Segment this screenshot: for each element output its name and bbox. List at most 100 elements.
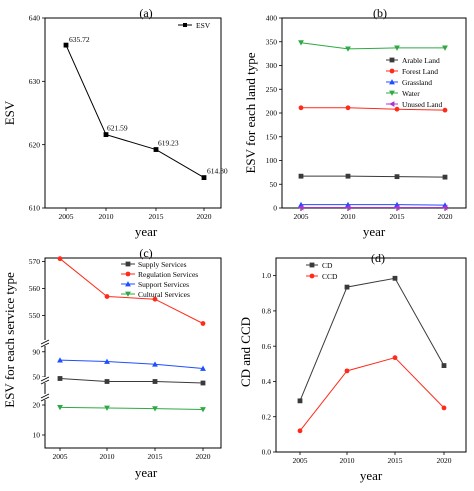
- panel-a-y-tick-0: 610: [29, 204, 41, 213]
- panel-c-legend: Supply Services Regulation Services Supp…: [138, 260, 198, 299]
- panel-c-y-tick-3: 90: [33, 347, 41, 356]
- panel-a-y-tick-3: 640: [29, 14, 41, 23]
- panel-b-y-tick-4: 200: [266, 109, 278, 118]
- panel-d-x-tick-2: 2015: [388, 456, 403, 465]
- panel-c-y-tick-1: 20: [33, 401, 41, 410]
- panel-b-legend-unused: Unused Land: [402, 100, 442, 109]
- panel-d-y-tick-1: 0.2: [262, 412, 272, 421]
- panel-a-series: [64, 43, 207, 180]
- panel-c-x-tick-2: 2015: [148, 452, 163, 461]
- panel-b-y-label: ESV for each land type: [243, 52, 258, 173]
- panel-a-x-label: year: [135, 224, 158, 239]
- panel-a-series-0-point-2: [154, 147, 159, 152]
- panel-a-y-ticks: 610 620 630 640: [29, 14, 45, 213]
- panel-c-y-label: ESV for each service type: [2, 272, 17, 408]
- panel-c-legend-support: Support Services: [138, 280, 189, 289]
- panel-b-series: [298, 40, 448, 210]
- panel-b-x-tick-2: 2015: [390, 212, 405, 221]
- panel-c-x-tick-0: 2005: [53, 452, 68, 461]
- panel-a-series-0-line: [66, 45, 204, 177]
- panel-d-y-tick-3: 0.6: [262, 342, 272, 351]
- panel-b-series-0-point-0: [299, 174, 304, 179]
- panel-d-series-1-point-0: [298, 428, 303, 433]
- panel-c-y-tick-0: 10: [33, 431, 41, 440]
- panel-d-legend: CD CCD: [322, 261, 338, 281]
- panel-d-y-tick-5: 1.0: [262, 271, 272, 280]
- panel-c-legend-marker-0: [126, 262, 131, 267]
- panel-c-y-tick-6: 570: [29, 257, 41, 266]
- panel-d-legend-markers: [306, 263, 318, 279]
- panel-d-series-0-line: [300, 278, 444, 401]
- panel-d-legend-marker-1: [310, 274, 315, 279]
- panel-d-series-0-point-1: [345, 285, 350, 290]
- panel-b-legend-marker-0: [390, 58, 395, 63]
- panel-b-y-tick-7: 350: [266, 37, 278, 46]
- panel-c-series-0-point-3: [201, 381, 206, 386]
- panel-a-legend-esv: ESV: [196, 21, 211, 30]
- panel-c-x-label: year: [135, 465, 158, 480]
- panel-b-series-0-point-3: [443, 175, 448, 180]
- panel-c-legend-marker-1: [126, 272, 131, 277]
- panel-b-x-tick-3: 2020: [438, 212, 453, 221]
- panel-a-data-label-3: 614.80: [207, 167, 228, 176]
- panel-d-series-1-point-1: [345, 368, 350, 373]
- panel-a-x-tick-2: 2015: [149, 212, 164, 221]
- panel-b-y-tick-3: 150: [266, 132, 278, 141]
- panel-b-y-tick-1: 50: [270, 180, 278, 189]
- panel-c-legend-cultural: Cultural Services: [138, 290, 190, 299]
- panel-a-legend-marker: [183, 23, 187, 27]
- panel-b-series-1-point-1: [346, 105, 351, 110]
- panel-b-legend-arable: Arable Land: [402, 56, 440, 65]
- panel-d-y-tick-4: 0.8: [262, 307, 272, 316]
- panel-b-x-label: year: [363, 224, 386, 239]
- panel-d-series-0-point-0: [298, 398, 303, 403]
- panel-c-x-tick-3: 2020: [196, 452, 211, 461]
- panel-d-x-tick-0: 2005: [293, 456, 308, 465]
- panel-b-series-1-point-0: [299, 105, 304, 110]
- panel-c-legend-markers: [121, 262, 135, 297]
- panel-b-x-tick-0: 2005: [294, 212, 309, 221]
- panel-d-series-0-point-2: [393, 276, 398, 281]
- panel-d-series-0-point-3: [442, 363, 447, 368]
- panel-b-y-tick-2: 100: [266, 156, 278, 165]
- panel-c-legend-supply: Supply Services: [138, 260, 187, 269]
- panel-d-x-label: year: [360, 468, 383, 483]
- panel-b-frame: [282, 18, 466, 208]
- panel-a-series-0-point-0: [64, 43, 69, 48]
- panel-c-series-0-point-0: [58, 376, 63, 381]
- panel-b-y-tick-6: 300: [266, 61, 278, 70]
- panel-a-y-tick-2: 630: [29, 77, 41, 86]
- panel-a-y-tick-1: 620: [29, 140, 41, 149]
- panel-b-series-1-point-2: [395, 107, 400, 112]
- panel-d-series-1-point-2: [393, 355, 398, 360]
- panel-b-y-tick-8: 400: [266, 14, 278, 23]
- panel-a-frame: [45, 18, 221, 208]
- panel-b-legend-grassland: Grassland: [402, 78, 432, 87]
- panel-d-y-ticks: 0.00.20.40.60.81.0: [262, 271, 276, 456]
- panel-a-series-0-point-1: [104, 132, 109, 137]
- panel-c-y-tick-2: 50: [33, 373, 41, 382]
- panel-b-legend-water: Water: [402, 89, 420, 98]
- panel-c-y-tick-5: 560: [29, 284, 41, 293]
- panel-d-y-label: CD and CCD: [238, 317, 253, 387]
- panel-a-data-label-2: 619.23: [158, 139, 179, 148]
- panel-c-frame: [45, 258, 221, 448]
- panel-d-y-tick-0: 0.0: [262, 448, 272, 457]
- panel-b-series-1-point-3: [443, 108, 448, 113]
- panel-b-series-3-line: [301, 43, 445, 49]
- panel-c-legend-regulation: Regulation Services: [138, 270, 198, 279]
- panel-a-x-tick-3: 2020: [197, 212, 212, 221]
- panel-b-series-0-point-1: [346, 174, 351, 179]
- panel-b-series-0-line: [301, 176, 445, 177]
- panel-b-legend-marker-4: [389, 101, 394, 107]
- panel-c-series-2-line: [60, 360, 203, 368]
- panel-b-x-tick-1: 2010: [341, 212, 356, 221]
